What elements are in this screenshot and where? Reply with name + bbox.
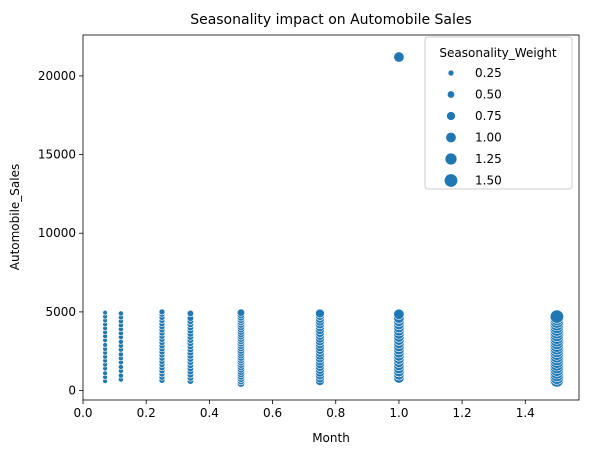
- y-axis-label: Automobile_Sales: [8, 164, 22, 271]
- x-axis-ticks: 0.0 0.2 0.4 0.6 0.8 1.0 1.2 1.4: [73, 400, 535, 420]
- y-tick-label: 20000: [38, 69, 76, 83]
- x-tick-label: 0.2: [137, 406, 156, 420]
- chart-title: Seasonality impact on Automobile Sales: [190, 12, 472, 28]
- legend-marker: [446, 90, 455, 99]
- legend-label: 0.25: [475, 66, 502, 80]
- data-points: [102, 51, 564, 388]
- x-tick-label: 1.4: [516, 406, 535, 420]
- data-point: [315, 308, 325, 319]
- legend-marker: [446, 111, 456, 121]
- y-axis-ticks: 0 5000 10000 15000 20000: [38, 69, 83, 398]
- legend-marker: [444, 152, 458, 166]
- data-point: [118, 364, 124, 370]
- legend-label: 1.25: [475, 152, 502, 166]
- x-tick-label: 0.6: [263, 406, 282, 420]
- data-point: [102, 370, 108, 376]
- legend-marker: [443, 173, 458, 188]
- data-point: [393, 308, 405, 320]
- y-tick-label: 15000: [38, 148, 76, 162]
- data-point: [236, 308, 245, 317]
- legend-frame: [424, 36, 573, 190]
- legend-marker: [447, 69, 455, 77]
- x-axis-label: Month: [312, 431, 350, 445]
- data-point: [118, 310, 124, 317]
- data-point: [393, 51, 405, 63]
- legend-label: 0.75: [475, 109, 502, 123]
- legend-label: 0.50: [475, 88, 502, 102]
- x-tick-label: 0.4: [200, 406, 219, 420]
- plot-frame: [82, 34, 580, 401]
- legend-title: Seasonality_Weight: [439, 46, 556, 60]
- data-point: [118, 351, 124, 358]
- x-tick-label: 0.8: [326, 406, 345, 420]
- data-point: [186, 309, 194, 317]
- data-point: [118, 338, 124, 345]
- x-tick-label: 1.0: [389, 406, 408, 420]
- data-point: [102, 309, 108, 316]
- y-tick-label: 0: [68, 384, 76, 398]
- legend-label: 1.00: [475, 131, 502, 145]
- legend-label: 1.50: [475, 174, 502, 188]
- x-tick-label: 1.2: [453, 406, 472, 420]
- y-tick-label: 5000: [45, 305, 76, 319]
- data-point: [158, 308, 166, 316]
- x-tick-label: 0.0: [73, 406, 92, 420]
- data-point: [118, 372, 124, 379]
- legend: Seasonality_Weight 0.25 0.50 0.75 1.00 1.25 1…: [424, 36, 573, 190]
- legend-entries: 0.25 0.50 0.75 1.00 1.25 1.50: [443, 66, 502, 188]
- data-point: [102, 342, 108, 348]
- legend-marker: [445, 132, 457, 144]
- data-point: [549, 309, 564, 324]
- y-tick-label: 10000: [38, 226, 76, 240]
